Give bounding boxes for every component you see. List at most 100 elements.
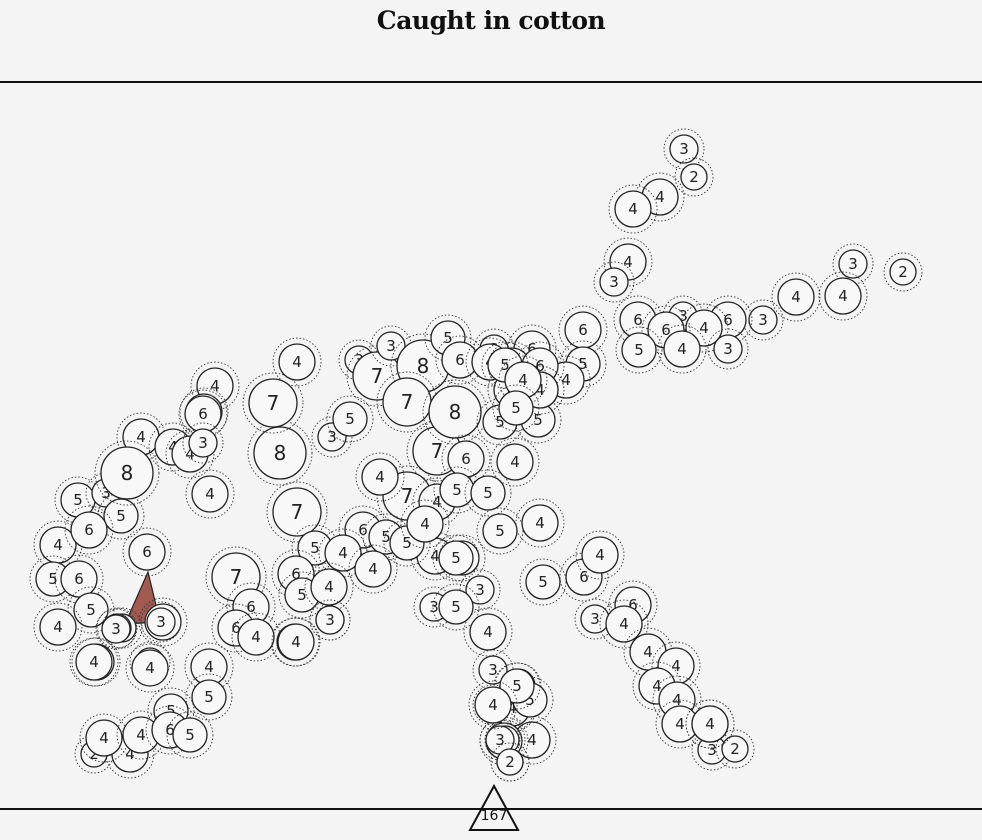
cluster-node[interactable]: 4 bbox=[355, 452, 405, 502]
cluster-node[interactable]: 4 bbox=[771, 272, 821, 322]
node-circle[interactable] bbox=[191, 679, 227, 715]
cluster-node[interactable]: 5 bbox=[432, 583, 480, 631]
node-circle[interactable] bbox=[777, 278, 815, 316]
node-circle[interactable] bbox=[354, 550, 392, 588]
cluster-node[interactable]: 3 bbox=[459, 569, 501, 611]
node-circle[interactable] bbox=[277, 623, 315, 661]
node-circle[interactable] bbox=[248, 378, 298, 428]
node-circle[interactable] bbox=[406, 505, 444, 543]
cluster-node[interactable]: 4 bbox=[818, 271, 868, 321]
cluster-node[interactable]: 4 bbox=[348, 544, 398, 594]
cluster-node[interactable]: 4 bbox=[657, 324, 707, 374]
node-circle[interactable] bbox=[39, 608, 77, 646]
node-circle[interactable] bbox=[469, 613, 507, 651]
node-circle[interactable] bbox=[889, 258, 917, 286]
node-circle[interactable] bbox=[470, 475, 506, 511]
node-circle[interactable] bbox=[680, 163, 708, 191]
cluster-node[interactable]: 4 bbox=[79, 713, 129, 763]
cluster-node[interactable]: 5 bbox=[326, 395, 374, 443]
node-circle[interactable] bbox=[438, 589, 474, 625]
cluster-node[interactable]: 4 bbox=[304, 562, 354, 612]
node-circle[interactable] bbox=[521, 504, 559, 542]
cluster-node[interactable]: 4 bbox=[685, 699, 735, 749]
cluster-node[interactable]: 3 bbox=[479, 719, 521, 761]
cluster-node[interactable]: 3 bbox=[663, 128, 705, 170]
node-circle[interactable] bbox=[496, 748, 524, 776]
cluster-node[interactable]: 4 bbox=[400, 499, 450, 549]
cluster-node[interactable]: 3 bbox=[832, 243, 874, 285]
node-circle[interactable] bbox=[525, 564, 561, 600]
cluster-node[interactable]: 4 bbox=[272, 337, 322, 387]
cluster-node[interactable]: 3 bbox=[309, 599, 351, 641]
node-circle[interactable] bbox=[361, 458, 399, 496]
cluster-node[interactable]: 2 bbox=[715, 729, 755, 769]
node-circle[interactable] bbox=[691, 705, 729, 743]
cluster-node[interactable]: 4 bbox=[231, 612, 281, 662]
node-circle[interactable] bbox=[599, 267, 629, 297]
node-circle[interactable] bbox=[60, 560, 98, 598]
node-circle[interactable] bbox=[713, 334, 743, 364]
node-circle[interactable] bbox=[478, 655, 508, 685]
node-circle[interactable] bbox=[614, 190, 652, 228]
cluster-node[interactable]: 6 bbox=[178, 389, 228, 439]
node-circle[interactable] bbox=[669, 134, 699, 164]
node-circle[interactable] bbox=[70, 511, 108, 549]
cluster-node[interactable]: 5 bbox=[185, 673, 233, 721]
cluster-node[interactable]: 3 bbox=[182, 422, 224, 464]
node-circle[interactable] bbox=[498, 390, 534, 426]
node-circle[interactable] bbox=[101, 614, 131, 644]
node-circle[interactable] bbox=[581, 536, 619, 574]
node-circle[interactable] bbox=[324, 534, 362, 572]
node-circle[interactable] bbox=[621, 332, 657, 368]
node-circle[interactable] bbox=[838, 249, 868, 279]
node-circle[interactable] bbox=[278, 343, 316, 381]
cluster-node[interactable]: 4 bbox=[116, 412, 166, 462]
cluster-node[interactable]: 7 bbox=[266, 481, 328, 543]
cluster-node[interactable]: 4 bbox=[463, 607, 513, 657]
cluster-node[interactable]: 6 bbox=[122, 527, 172, 577]
node-circle[interactable] bbox=[188, 428, 218, 458]
cluster-node[interactable]: 3 bbox=[95, 608, 137, 650]
cluster-node[interactable]: 2 bbox=[674, 157, 714, 197]
node-circle[interactable] bbox=[191, 475, 229, 513]
cluster-node[interactable]: 4 bbox=[125, 643, 175, 693]
cluster-node[interactable]: 3 bbox=[140, 601, 182, 643]
node-circle[interactable] bbox=[332, 401, 368, 437]
cluster-node[interactable]: 4 bbox=[490, 437, 540, 487]
cluster-node[interactable]: 2 bbox=[883, 252, 923, 292]
node-circle[interactable] bbox=[748, 305, 778, 335]
cluster-node[interactable]: 5 bbox=[492, 384, 540, 432]
node-circle[interactable] bbox=[310, 568, 348, 606]
node-circle[interactable] bbox=[465, 575, 495, 605]
cluster-node[interactable]: 5 bbox=[615, 326, 663, 374]
cluster-node[interactable]: 3 bbox=[593, 261, 635, 303]
node-circle[interactable] bbox=[75, 643, 113, 681]
node-circle[interactable] bbox=[272, 487, 322, 537]
node-circle[interactable] bbox=[131, 649, 169, 687]
cluster-node[interactable]: 4 bbox=[575, 530, 625, 580]
node-circle[interactable] bbox=[474, 686, 512, 724]
cluster-node[interactable]: 4 bbox=[271, 617, 321, 667]
cluster-node[interactable]: 4 bbox=[599, 599, 649, 649]
cluster-node[interactable]: 5 bbox=[464, 469, 512, 517]
cluster-node[interactable]: 5 bbox=[166, 711, 214, 759]
cluster-node[interactable]: 5 bbox=[476, 507, 524, 555]
node-circle[interactable] bbox=[496, 443, 534, 481]
cluster-node[interactable]: 4 bbox=[608, 184, 658, 234]
cluster-node[interactable]: 3 bbox=[707, 328, 749, 370]
cluster-node[interactable]: 4 bbox=[468, 680, 518, 730]
cluster-node[interactable]: 4 bbox=[515, 498, 565, 548]
cluster-node[interactable]: 4 bbox=[185, 469, 235, 519]
cluster-node[interactable]: 6 bbox=[54, 554, 104, 604]
cluster-node[interactable]: 3 bbox=[311, 416, 353, 458]
node-circle[interactable] bbox=[146, 607, 176, 637]
node-circle[interactable] bbox=[85, 719, 123, 757]
node-circle[interactable] bbox=[376, 331, 406, 361]
node-circle[interactable] bbox=[128, 533, 166, 571]
cluster-node[interactable]: 6 bbox=[613, 295, 663, 345]
node-circle[interactable] bbox=[172, 717, 208, 753]
node-circle[interactable] bbox=[663, 330, 701, 368]
node-circle[interactable] bbox=[721, 735, 749, 763]
node-circle[interactable] bbox=[315, 605, 345, 635]
node-circle[interactable] bbox=[824, 277, 862, 315]
